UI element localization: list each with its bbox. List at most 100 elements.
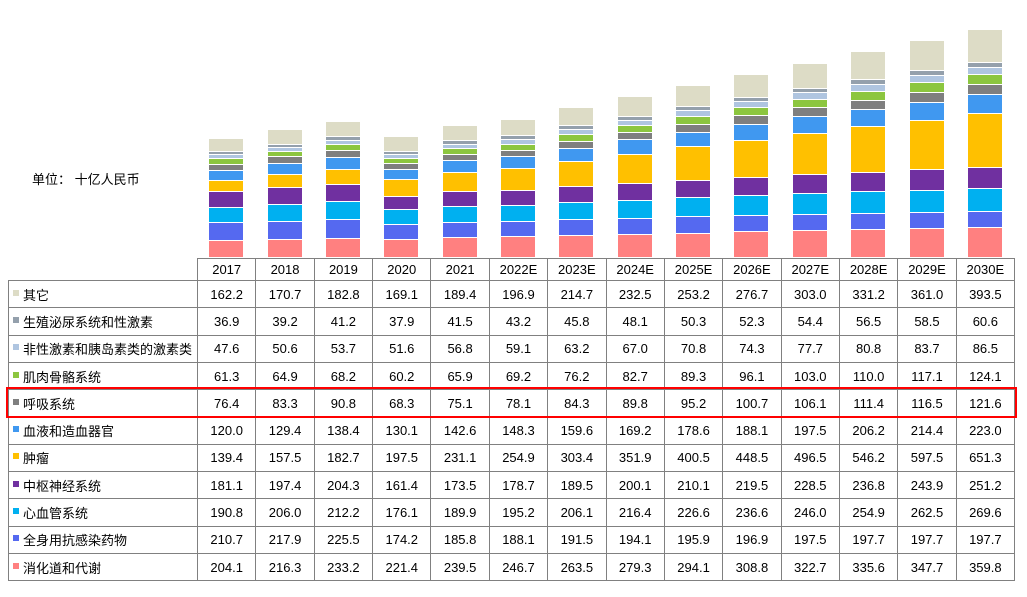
bar-segment xyxy=(851,83,886,91)
value-cell: 139.4 xyxy=(196,443,257,473)
bar-segment xyxy=(267,129,302,144)
bar-segment xyxy=(442,172,477,192)
bar-segment xyxy=(267,238,302,257)
bar-segment xyxy=(734,214,769,232)
bar-segment xyxy=(209,169,244,180)
value-cell: 197.7 xyxy=(838,525,899,554)
series-label: 非性激素和胰岛素类的激素类 xyxy=(23,342,193,358)
bar-segment xyxy=(267,156,302,164)
year-header: 2029E xyxy=(897,258,957,281)
bar-segment xyxy=(909,228,944,257)
value-cell: 191.5 xyxy=(547,525,607,554)
bar-segment xyxy=(792,92,827,99)
bar-segment xyxy=(851,79,886,84)
value-cell: 197.4 xyxy=(255,471,315,500)
value-cell: 103.0 xyxy=(780,361,840,391)
table-row: 肿瘤 139.4 157.5 182.7 197.5 231.1 254.9 303.4 351… xyxy=(8,443,1016,473)
bar-segment xyxy=(851,108,886,127)
value-cell: 597.5 xyxy=(897,443,957,473)
stacked-bar-2017 xyxy=(209,137,244,257)
value-cell: 65.9 xyxy=(430,361,490,391)
value-cell: 121.6 xyxy=(955,389,1016,418)
stacked-bar-2022E xyxy=(500,118,535,257)
bar-segment xyxy=(851,171,886,192)
value-cell: 76.2 xyxy=(547,361,607,391)
bar-segment xyxy=(384,162,419,169)
bar-segment xyxy=(734,139,769,177)
value-cell: 236.6 xyxy=(722,498,782,527)
value-cell: 204.3 xyxy=(313,471,374,500)
value-cell: 210.1 xyxy=(663,471,724,500)
bar-segment xyxy=(325,144,360,150)
value-cell: 262.5 xyxy=(897,498,957,527)
table-row: 呼吸系统 76.4 83.3 90.8 68.3 75.1 78.1 84.3 89.8 95.2… xyxy=(8,389,1016,418)
bar-segment xyxy=(676,216,711,233)
value-cell: 181.1 xyxy=(196,471,257,500)
bar-segment xyxy=(209,206,244,223)
bar-segment xyxy=(676,197,711,217)
bar-segment xyxy=(559,219,594,236)
value-cell: 189.9 xyxy=(430,498,490,527)
bar-segment xyxy=(617,217,652,234)
bar-segment xyxy=(792,230,827,257)
year-header: 2021 xyxy=(430,258,490,281)
value-cell: 233.2 xyxy=(313,552,374,582)
bar-segment xyxy=(792,193,827,214)
bar-segment xyxy=(267,203,302,221)
bar-segment xyxy=(792,116,827,133)
value-cell: 303.0 xyxy=(780,279,840,309)
value-cell: 196.9 xyxy=(722,525,782,554)
bar-segment xyxy=(676,179,711,198)
year-header: 2027E xyxy=(780,258,840,281)
bar-segment xyxy=(909,101,944,120)
bar-segment xyxy=(967,210,1002,228)
bar-segment xyxy=(209,191,244,207)
value-cell: 206.0 xyxy=(255,498,315,527)
series-label: 生殖泌尿系统和性激素 xyxy=(23,314,154,330)
bar-segment xyxy=(384,157,419,163)
series-label-cell: 全身用抗感染药物 xyxy=(8,525,198,554)
series-label: 中枢神经系统 xyxy=(23,478,102,494)
value-cell: 76.4 xyxy=(196,389,257,418)
series-swatch-icon xyxy=(13,453,19,460)
value-cell: 232.5 xyxy=(605,279,665,309)
value-cell: 124.1 xyxy=(955,361,1016,391)
bar-segment xyxy=(676,106,711,111)
bar-segment xyxy=(442,153,477,161)
value-cell: 351.9 xyxy=(605,443,665,473)
series-swatch-icon xyxy=(13,316,19,323)
bar-segment xyxy=(325,168,360,185)
bar-segment xyxy=(851,191,886,213)
bar-segment xyxy=(734,231,769,257)
value-cell: 78.1 xyxy=(488,389,549,418)
series-label: 肿瘤 xyxy=(23,451,50,467)
stacked-bar-2025E xyxy=(676,85,711,257)
value-cell: 195.9 xyxy=(663,525,724,554)
bar-segment xyxy=(442,221,477,238)
value-cell: 269.6 xyxy=(955,498,1016,527)
bar-segment xyxy=(384,150,419,154)
bar-segment xyxy=(617,139,652,154)
value-cell: 84.3 xyxy=(547,389,607,418)
bar-segment xyxy=(500,143,535,150)
data-table: 2017 2018 2019 2020 2021 2022E 2023E 2024E 2025E… xyxy=(8,258,1016,582)
value-cell: 60.2 xyxy=(372,361,432,391)
value-cell: 39.2 xyxy=(255,307,315,336)
bar-segment xyxy=(734,176,769,196)
value-cell: 100.7 xyxy=(722,389,782,418)
bar-segment xyxy=(442,160,477,173)
bar-segment xyxy=(792,107,827,117)
bar-segment xyxy=(209,163,244,170)
value-cell: 110.0 xyxy=(838,361,899,391)
bar-segment xyxy=(909,169,944,190)
bar-segment xyxy=(325,139,360,145)
bar-segment xyxy=(617,131,652,140)
stacked-bar-2023E xyxy=(559,107,594,257)
series-swatch-icon xyxy=(13,289,19,296)
bar-segment xyxy=(325,184,360,202)
series-label-cell: 消化道和代谢 xyxy=(8,552,198,582)
series-swatch-icon xyxy=(13,426,19,433)
value-cell: 51.6 xyxy=(372,334,432,363)
bar-segment xyxy=(384,179,419,196)
bar-segment xyxy=(325,136,360,140)
